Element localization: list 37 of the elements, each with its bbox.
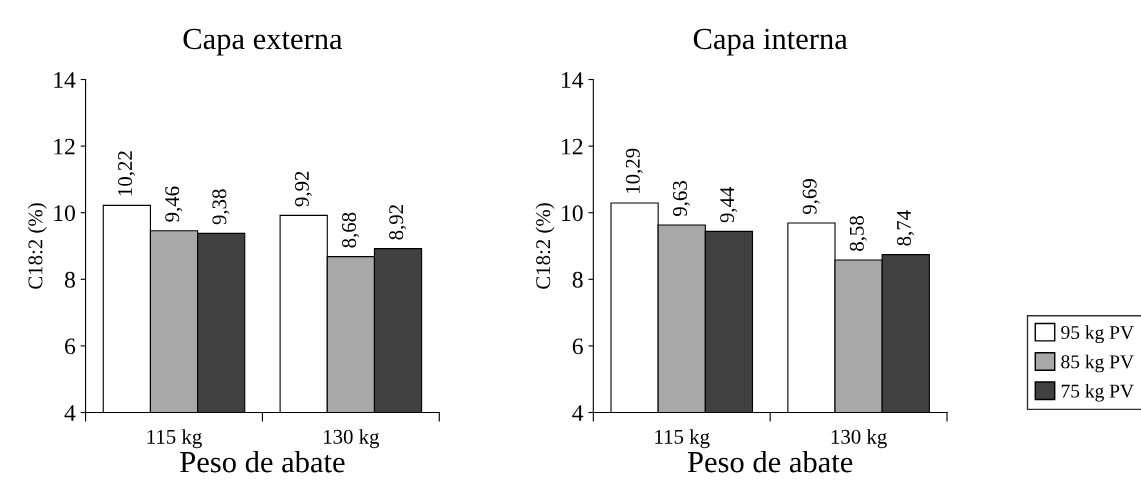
y-axis-title: C18:2 (%) bbox=[535, 203, 555, 289]
chart-title: Capa externa bbox=[183, 28, 343, 56]
data-label: 9,46 bbox=[165, 186, 183, 222]
y-tick-label: 6 bbox=[572, 338, 583, 355]
y-tick-label: 4 bbox=[572, 405, 584, 421]
x-tick-label: 115 kg bbox=[655, 429, 710, 449]
x-axis-title: Peso de abate bbox=[180, 450, 345, 473]
data-label: 8,74 bbox=[896, 210, 914, 246]
legend-label: 75 kg PV bbox=[1061, 383, 1134, 402]
chart-title: Capa interna bbox=[693, 28, 848, 56]
data-label: 10,29 bbox=[625, 148, 643, 193]
y-tick-label: 12 bbox=[54, 138, 75, 155]
x-tick-label: 130 kg bbox=[831, 429, 887, 449]
data-label: 8,58 bbox=[849, 216, 867, 251]
x-tick-label: 115 kg bbox=[147, 429, 202, 449]
data-label: 9,63 bbox=[672, 181, 690, 217]
x-axis-title: Peso de abate bbox=[687, 450, 853, 473]
y-axis-title: C18:2 (%) bbox=[27, 203, 47, 289]
y-tick-label: 10 bbox=[54, 205, 75, 222]
y-tick-label: 14 bbox=[54, 72, 76, 88]
y-tick-label: 12 bbox=[562, 138, 583, 155]
data-label: 9,44 bbox=[720, 186, 738, 223]
data-label: 9,69 bbox=[802, 179, 820, 215]
legend-label: 85 kg PV bbox=[1061, 354, 1134, 373]
y-tick-label: 4 bbox=[64, 405, 76, 421]
y-tick-label: 14 bbox=[562, 72, 584, 88]
data-label: 10,22 bbox=[118, 151, 136, 196]
y-tick-label: 10 bbox=[562, 205, 583, 222]
y-tick-label: 8 bbox=[572, 271, 583, 288]
legend-label: 95 kg PV bbox=[1061, 325, 1134, 344]
y-tick-label: 8 bbox=[64, 271, 75, 288]
data-label: 9,38 bbox=[212, 189, 230, 225]
y-tick-label: 6 bbox=[65, 338, 76, 355]
x-tick-label: 130 kg bbox=[324, 429, 380, 449]
data-label: 8,92 bbox=[389, 205, 407, 240]
data-label: 9,92 bbox=[294, 171, 312, 207]
data-label: 8,68 bbox=[342, 212, 360, 248]
